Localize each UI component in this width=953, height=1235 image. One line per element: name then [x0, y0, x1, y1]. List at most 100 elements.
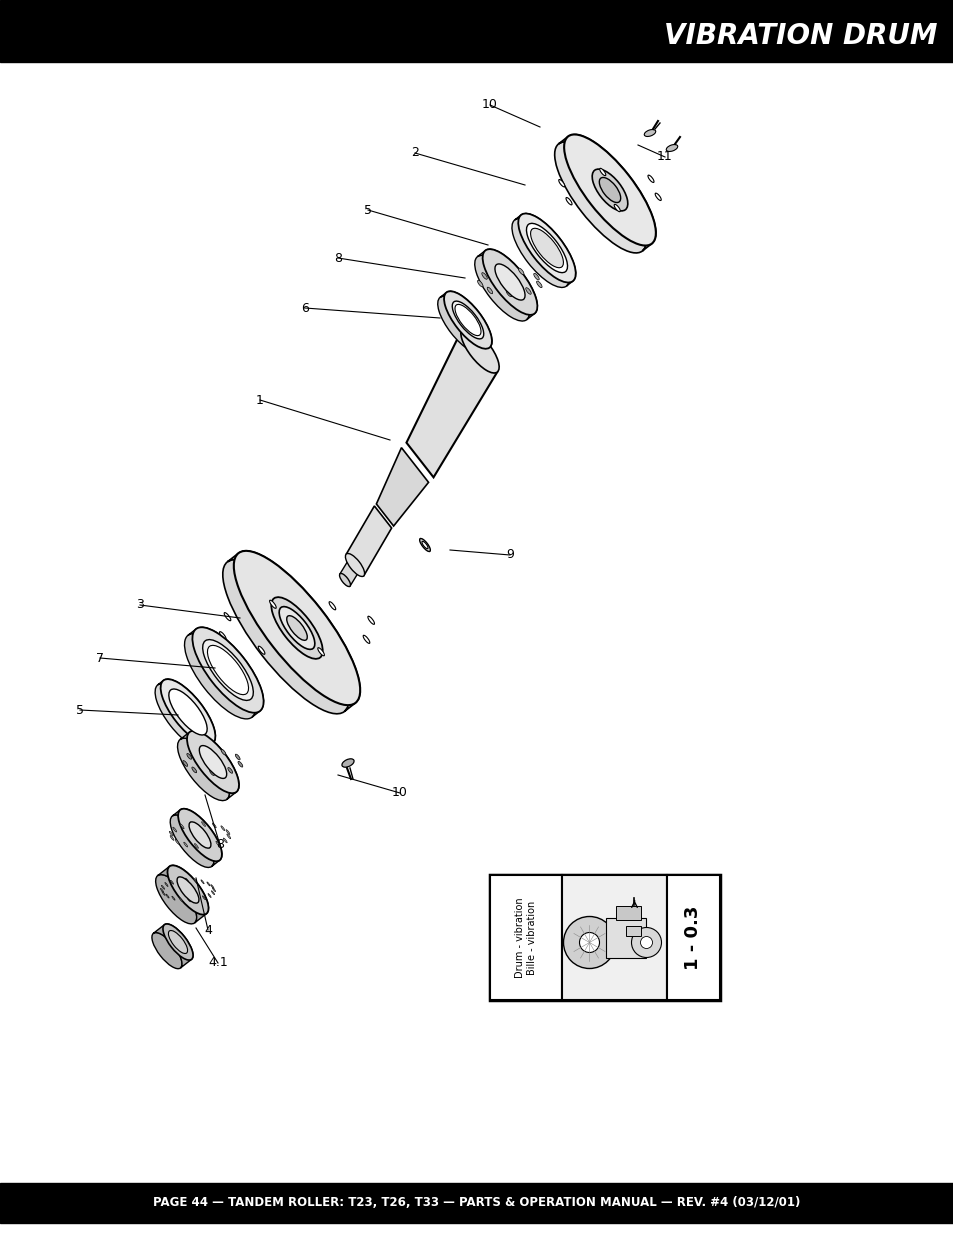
- Ellipse shape: [194, 844, 198, 848]
- Ellipse shape: [223, 559, 349, 714]
- Ellipse shape: [226, 830, 230, 835]
- Ellipse shape: [177, 739, 230, 800]
- Ellipse shape: [169, 831, 173, 836]
- Ellipse shape: [189, 821, 211, 848]
- Ellipse shape: [228, 767, 233, 773]
- Ellipse shape: [180, 824, 184, 829]
- Bar: [626, 925, 640, 935]
- Polygon shape: [188, 627, 263, 718]
- Ellipse shape: [172, 897, 175, 900]
- Ellipse shape: [455, 304, 480, 336]
- Ellipse shape: [368, 616, 375, 625]
- Ellipse shape: [201, 821, 205, 826]
- Ellipse shape: [341, 758, 354, 767]
- Ellipse shape: [563, 916, 615, 968]
- Ellipse shape: [184, 634, 255, 719]
- Ellipse shape: [530, 228, 563, 268]
- Text: 6: 6: [301, 301, 309, 315]
- Ellipse shape: [183, 761, 188, 767]
- Ellipse shape: [237, 761, 242, 767]
- Bar: [616, 905, 640, 920]
- Text: 1: 1: [255, 394, 264, 406]
- Ellipse shape: [169, 689, 207, 735]
- Ellipse shape: [525, 288, 531, 294]
- Polygon shape: [339, 561, 357, 587]
- Ellipse shape: [170, 815, 213, 867]
- Ellipse shape: [592, 169, 627, 211]
- Ellipse shape: [161, 885, 165, 889]
- Ellipse shape: [639, 936, 652, 948]
- Ellipse shape: [518, 268, 523, 274]
- Ellipse shape: [536, 282, 541, 288]
- Ellipse shape: [279, 606, 314, 650]
- Text: 7: 7: [96, 652, 104, 664]
- Bar: [0, 1183, 953, 1223]
- Ellipse shape: [517, 214, 576, 283]
- Ellipse shape: [421, 541, 428, 548]
- Polygon shape: [346, 506, 392, 576]
- Text: 2: 2: [411, 147, 418, 159]
- Ellipse shape: [533, 273, 538, 280]
- Ellipse shape: [171, 881, 173, 884]
- Ellipse shape: [202, 748, 207, 755]
- Ellipse shape: [599, 168, 605, 175]
- Ellipse shape: [271, 598, 322, 658]
- Text: 11: 11: [657, 151, 672, 163]
- Ellipse shape: [193, 627, 263, 713]
- Ellipse shape: [506, 290, 511, 296]
- Polygon shape: [515, 214, 576, 287]
- Ellipse shape: [190, 823, 194, 826]
- Ellipse shape: [202, 640, 253, 700]
- Ellipse shape: [210, 769, 214, 776]
- Ellipse shape: [169, 930, 188, 953]
- Text: 5: 5: [76, 704, 84, 716]
- Ellipse shape: [235, 755, 240, 760]
- Ellipse shape: [162, 892, 165, 895]
- Ellipse shape: [363, 635, 370, 643]
- Ellipse shape: [213, 823, 216, 827]
- Ellipse shape: [172, 827, 176, 832]
- Ellipse shape: [419, 538, 430, 552]
- Ellipse shape: [482, 249, 537, 315]
- Text: 3: 3: [136, 599, 144, 611]
- Ellipse shape: [497, 268, 503, 274]
- Ellipse shape: [512, 219, 569, 288]
- Ellipse shape: [160, 679, 215, 745]
- Ellipse shape: [647, 175, 654, 183]
- Ellipse shape: [187, 898, 191, 902]
- Text: 8: 8: [215, 839, 224, 851]
- Ellipse shape: [339, 573, 350, 587]
- Ellipse shape: [495, 264, 524, 300]
- Ellipse shape: [212, 890, 214, 894]
- Ellipse shape: [477, 280, 482, 287]
- Bar: [490, 876, 561, 1000]
- Ellipse shape: [177, 877, 199, 903]
- Ellipse shape: [643, 130, 655, 137]
- Ellipse shape: [227, 834, 231, 839]
- Polygon shape: [227, 551, 359, 711]
- Text: 10: 10: [481, 99, 497, 111]
- Bar: [0, 0, 953, 62]
- Ellipse shape: [179, 898, 182, 902]
- Ellipse shape: [155, 683, 210, 750]
- Polygon shape: [157, 866, 209, 923]
- Ellipse shape: [152, 932, 182, 968]
- Ellipse shape: [452, 301, 483, 338]
- Ellipse shape: [437, 296, 485, 353]
- Text: Drum - vibration
Bille - vibration: Drum - vibration Bille - vibration: [515, 897, 537, 978]
- Ellipse shape: [554, 142, 646, 253]
- Polygon shape: [157, 679, 215, 748]
- Ellipse shape: [487, 288, 492, 294]
- Ellipse shape: [563, 135, 655, 246]
- Text: 4.1: 4.1: [208, 956, 228, 969]
- Ellipse shape: [207, 882, 210, 885]
- Text: 5: 5: [364, 204, 372, 216]
- Ellipse shape: [192, 767, 196, 773]
- Ellipse shape: [193, 878, 196, 883]
- Ellipse shape: [565, 198, 572, 205]
- Ellipse shape: [481, 273, 487, 279]
- Ellipse shape: [443, 291, 492, 348]
- Ellipse shape: [202, 895, 206, 900]
- Text: 9: 9: [505, 548, 514, 562]
- Text: PAGE 44 — TANDEM ROLLER: T23, T26, T33 — PARTS & OPERATION MANUAL — REV. #4 (03/: PAGE 44 — TANDEM ROLLER: T23, T26, T33 —…: [153, 1197, 800, 1209]
